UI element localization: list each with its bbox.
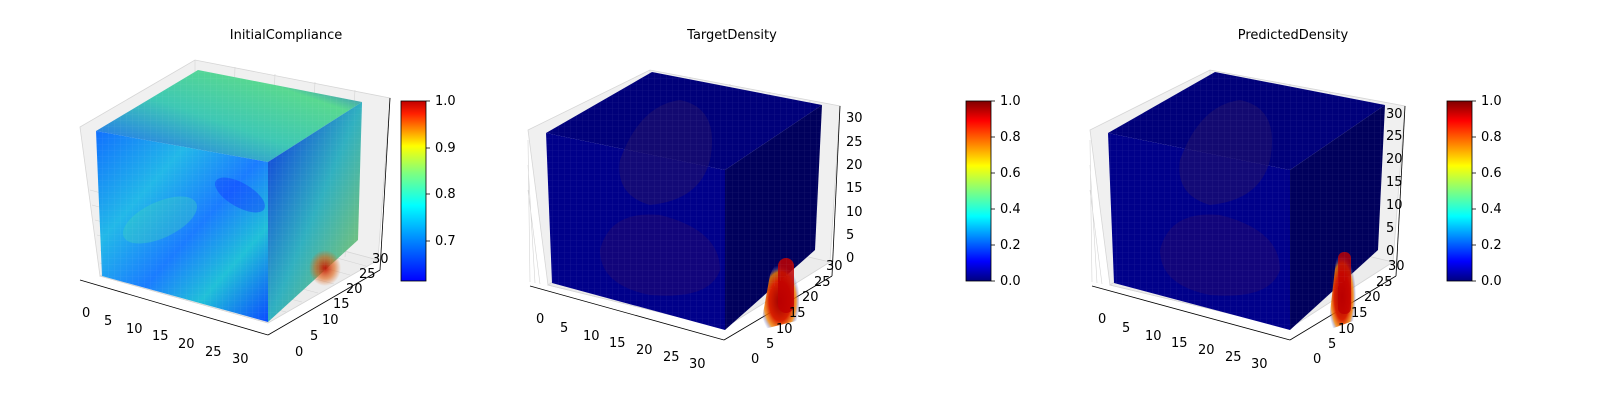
colorbar-tick-label: 0.0 — [1000, 274, 1021, 289]
colorbar-tick-label: 0.7 — [435, 234, 456, 249]
x-axis-ticks: 0 5 10 15 20 25 30 — [82, 306, 249, 367]
y-tick-label: 30 — [826, 259, 843, 274]
voxel-cube — [96, 70, 362, 322]
colorbar: 0.0 0.2 0.4 0.6 0.8 1.0 — [1446, 94, 1502, 289]
x-tick-label: 30 — [689, 357, 706, 372]
y-tick-label: 20 — [802, 290, 819, 305]
colorbar: 0.0 0.2 0.4 0.6 0.8 1.0 — [965, 94, 1021, 289]
colorbar-tick-label: 0.6 — [1481, 166, 1502, 181]
voxel-cube — [1108, 72, 1385, 330]
z-tick-label: 10 — [846, 205, 863, 220]
chart-title: InitialCompliance — [230, 28, 343, 43]
colorbar-tick-label: 0.2 — [1481, 238, 1502, 253]
x-tick-label: 0 — [82, 306, 90, 321]
chart-title: TargetDensity — [686, 28, 777, 43]
colorbar-tick-label: 0.4 — [1000, 202, 1021, 217]
colorbar-tick-label: 1.0 — [1000, 94, 1021, 109]
x-tick-label: 10 — [126, 322, 143, 337]
y-tick-label: 25 — [1376, 275, 1393, 290]
z-tick-label: 20 — [846, 158, 863, 173]
voxel-cube — [546, 72, 822, 330]
chart-title: PredictedDensity — [1238, 28, 1349, 43]
panel-predicted-density: PredictedDensity 0 5 — [1089, 28, 1502, 372]
x-tick-label: 30 — [232, 352, 249, 367]
z-axis-ticks: 0 5 10 15 20 25 30 — [1386, 107, 1403, 259]
x-tick-label: 5 — [104, 314, 112, 329]
y-tick-label: 0 — [295, 345, 303, 360]
z-tick-label: 0 — [846, 251, 854, 266]
y-tick-label: 5 — [310, 329, 318, 344]
colorbar-tick-label: 0.9 — [435, 141, 456, 156]
y-tick-label: 10 — [1338, 322, 1355, 337]
x-tick-label: 0 — [536, 312, 544, 327]
z-axis-ticks: 0 5 10 15 20 25 30 — [846, 111, 863, 266]
x-tick-label: 25 — [205, 345, 222, 360]
y-tick-label: 15 — [1351, 306, 1368, 321]
y-axis-ticks: 0 5 10 15 20 25 30 — [1313, 259, 1405, 367]
colorbar-tick-label: 0.2 — [1000, 238, 1021, 253]
x-tick-label: 15 — [152, 329, 169, 344]
colorbar-tick-label: 1.0 — [435, 94, 456, 109]
y-tick-label: 30 — [1388, 259, 1405, 274]
z-tick-label: 5 — [846, 228, 854, 243]
colorbar-tick-label: 0.8 — [1481, 130, 1502, 145]
colorbar: 0.7 0.8 0.9 1.0 — [400, 94, 456, 282]
z-tick-label: 30 — [1386, 107, 1403, 122]
colorbar-gradient — [965, 100, 992, 282]
z-tick-label: 25 — [1386, 129, 1403, 144]
colorbar-tick-label: 0.8 — [435, 187, 456, 202]
colorbar-tick-label: 0.0 — [1481, 274, 1502, 289]
y-tick-label: 20 — [1364, 290, 1381, 305]
y-tick-label: 0 — [751, 352, 759, 367]
y-tick-label: 10 — [322, 313, 339, 328]
x-tick-label: 20 — [1198, 343, 1215, 358]
z-tick-label: 20 — [1386, 152, 1403, 167]
x-axis-ticks: 0 5 10 15 20 25 30 — [1098, 312, 1268, 372]
x-tick-label: 15 — [1171, 336, 1188, 351]
y-tick-label: 25 — [814, 275, 831, 290]
z-tick-label: 5 — [1386, 221, 1394, 236]
x-tick-label: 5 — [560, 321, 568, 336]
z-tick-label: 15 — [1386, 175, 1403, 190]
z-tick-label: 30 — [846, 111, 863, 126]
colorbar-gradient — [1446, 100, 1473, 282]
x-tick-label: 15 — [609, 336, 626, 351]
x-tick-label: 10 — [583, 329, 600, 344]
y-tick-label: 25 — [359, 267, 376, 282]
colorbar-tick-label: 0.8 — [1000, 130, 1021, 145]
y-axis-ticks: 0 5 10 15 20 25 30 — [751, 259, 843, 367]
y-axis-ticks: 0 5 10 15 20 25 30 — [295, 252, 389, 360]
x-tick-label: 0 — [1098, 312, 1106, 327]
x-tick-label: 25 — [1225, 350, 1242, 365]
panel-initial-compliance: InitialCompliance 0 5 — [79, 28, 456, 367]
y-tick-label: 0 — [1313, 352, 1321, 367]
x-tick-label: 10 — [1145, 329, 1162, 344]
colorbar-tick-label: 0.6 — [1000, 166, 1021, 181]
x-tick-label: 5 — [1122, 321, 1130, 336]
z-tick-label: 10 — [1386, 198, 1403, 213]
y-tick-label: 5 — [1328, 337, 1336, 352]
y-tick-label: 30 — [372, 252, 389, 267]
colorbar-gradient — [400, 100, 427, 282]
y-tick-label: 20 — [346, 282, 363, 297]
z-tick-label: 0 — [1386, 244, 1394, 259]
y-tick-label: 5 — [766, 337, 774, 352]
z-tick-label: 15 — [846, 181, 863, 196]
x-tick-label: 20 — [178, 337, 195, 352]
colorbar-tick-label: 1.0 — [1481, 94, 1502, 109]
z-tick-label: 25 — [846, 135, 863, 150]
y-tick-label: 15 — [789, 306, 806, 321]
y-tick-label: 10 — [776, 322, 793, 337]
x-tick-label: 30 — [1251, 357, 1268, 372]
colorbar-tick-label: 0.4 — [1481, 202, 1502, 217]
panel-target-density: TargetDensity 0 5 — [527, 28, 1021, 372]
x-axis-ticks: 0 5 10 15 20 25 30 — [536, 312, 706, 372]
x-tick-label: 25 — [663, 350, 680, 365]
x-tick-label: 20 — [636, 343, 653, 358]
y-tick-label: 15 — [333, 297, 350, 312]
